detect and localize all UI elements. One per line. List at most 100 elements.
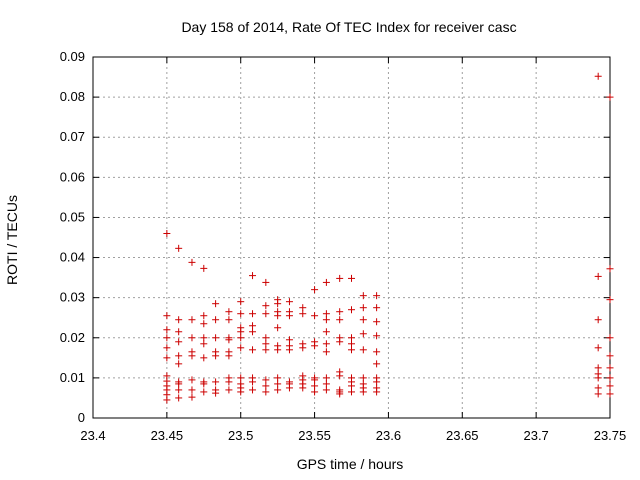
data-point bbox=[212, 300, 220, 308]
data-point bbox=[348, 340, 355, 348]
data-point bbox=[606, 93, 614, 101]
data-point bbox=[336, 338, 344, 346]
data-point bbox=[336, 308, 344, 316]
data-point bbox=[606, 390, 614, 398]
data-point bbox=[175, 328, 183, 336]
data-point bbox=[200, 264, 208, 272]
y-tick-label: 0.04 bbox=[60, 250, 85, 265]
data-point bbox=[237, 298, 245, 306]
data-point bbox=[200, 320, 208, 328]
data-points bbox=[163, 72, 614, 404]
data-point bbox=[285, 336, 293, 344]
y-tick-label: 0.07 bbox=[60, 129, 85, 144]
data-point bbox=[594, 364, 602, 372]
data-point bbox=[212, 316, 220, 324]
data-point bbox=[163, 344, 171, 352]
data-point bbox=[322, 278, 330, 286]
data-point bbox=[175, 360, 183, 368]
data-point bbox=[200, 388, 208, 396]
data-point bbox=[373, 318, 381, 326]
data-point bbox=[606, 334, 614, 342]
data-point bbox=[225, 386, 233, 394]
data-point bbox=[311, 312, 319, 320]
data-point bbox=[373, 388, 381, 396]
plot-frame bbox=[92, 56, 611, 419]
y-tick-label: 0.02 bbox=[60, 330, 85, 345]
data-point bbox=[373, 378, 381, 386]
data-point bbox=[285, 312, 293, 320]
x-tick-label: 23.65 bbox=[446, 428, 479, 443]
data-point bbox=[200, 312, 208, 320]
data-point bbox=[262, 278, 270, 286]
data-point bbox=[285, 384, 293, 392]
data-point bbox=[175, 316, 183, 324]
data-point bbox=[262, 388, 270, 396]
data-point bbox=[212, 378, 220, 386]
x-tick-label: 23.7 bbox=[523, 428, 548, 443]
data-point bbox=[175, 380, 183, 388]
data-point bbox=[359, 374, 367, 382]
data-point bbox=[175, 338, 183, 346]
data-point bbox=[212, 334, 220, 342]
data-point bbox=[262, 302, 270, 310]
data-point bbox=[249, 378, 257, 386]
data-point bbox=[311, 342, 319, 350]
data-point bbox=[274, 312, 282, 320]
y-axis-label: ROTI / TECUs bbox=[4, 195, 20, 285]
data-point bbox=[322, 348, 330, 356]
data-point bbox=[188, 334, 196, 342]
data-point bbox=[175, 386, 183, 394]
data-point bbox=[606, 364, 614, 372]
data-point bbox=[594, 344, 602, 352]
data-point bbox=[274, 374, 282, 382]
data-point bbox=[373, 292, 381, 300]
data-point bbox=[249, 328, 257, 336]
data-point bbox=[336, 390, 344, 398]
data-point bbox=[311, 388, 319, 396]
data-point bbox=[373, 304, 381, 312]
data-point bbox=[606, 265, 614, 273]
data-point bbox=[348, 382, 355, 390]
data-point bbox=[262, 334, 270, 342]
data-point bbox=[322, 380, 330, 388]
data-point bbox=[322, 328, 330, 336]
y-tick-label: 0.08 bbox=[60, 89, 85, 104]
data-point bbox=[200, 340, 208, 348]
data-point bbox=[359, 292, 367, 300]
data-point bbox=[285, 346, 293, 354]
x-tick-label: 23.75 bbox=[594, 428, 627, 443]
data-point bbox=[336, 316, 344, 324]
data-point bbox=[594, 384, 602, 392]
data-point bbox=[336, 372, 344, 380]
data-point bbox=[237, 374, 245, 382]
data-point bbox=[299, 344, 307, 352]
y-tick-label: 0.03 bbox=[60, 290, 85, 305]
data-point bbox=[359, 304, 367, 312]
data-point bbox=[373, 332, 381, 340]
data-point bbox=[262, 376, 270, 384]
data-point bbox=[606, 352, 614, 360]
x-tick-label: 23.45 bbox=[151, 428, 184, 443]
data-point bbox=[237, 310, 245, 318]
grid-lines bbox=[93, 57, 610, 418]
data-point bbox=[237, 344, 245, 352]
data-point bbox=[163, 354, 171, 362]
data-point bbox=[262, 382, 270, 390]
data-point bbox=[212, 352, 220, 360]
data-point bbox=[225, 336, 233, 344]
data-point bbox=[322, 340, 330, 348]
data-point bbox=[359, 316, 367, 324]
data-point bbox=[188, 258, 196, 266]
data-point bbox=[359, 330, 367, 338]
data-point bbox=[249, 386, 257, 394]
x-axis-label: GPS time / hours bbox=[297, 456, 404, 472]
data-point bbox=[212, 389, 220, 397]
data-point bbox=[594, 316, 602, 324]
data-point bbox=[359, 388, 367, 396]
data-point bbox=[348, 346, 355, 354]
data-point bbox=[163, 326, 171, 334]
axis-ticks: 0 0.01 0.02 0.03 0.04 0.05 0.06 0.07 0.08 0.09 23.… bbox=[60, 49, 627, 443]
data-point bbox=[163, 334, 171, 342]
data-point bbox=[274, 386, 282, 394]
